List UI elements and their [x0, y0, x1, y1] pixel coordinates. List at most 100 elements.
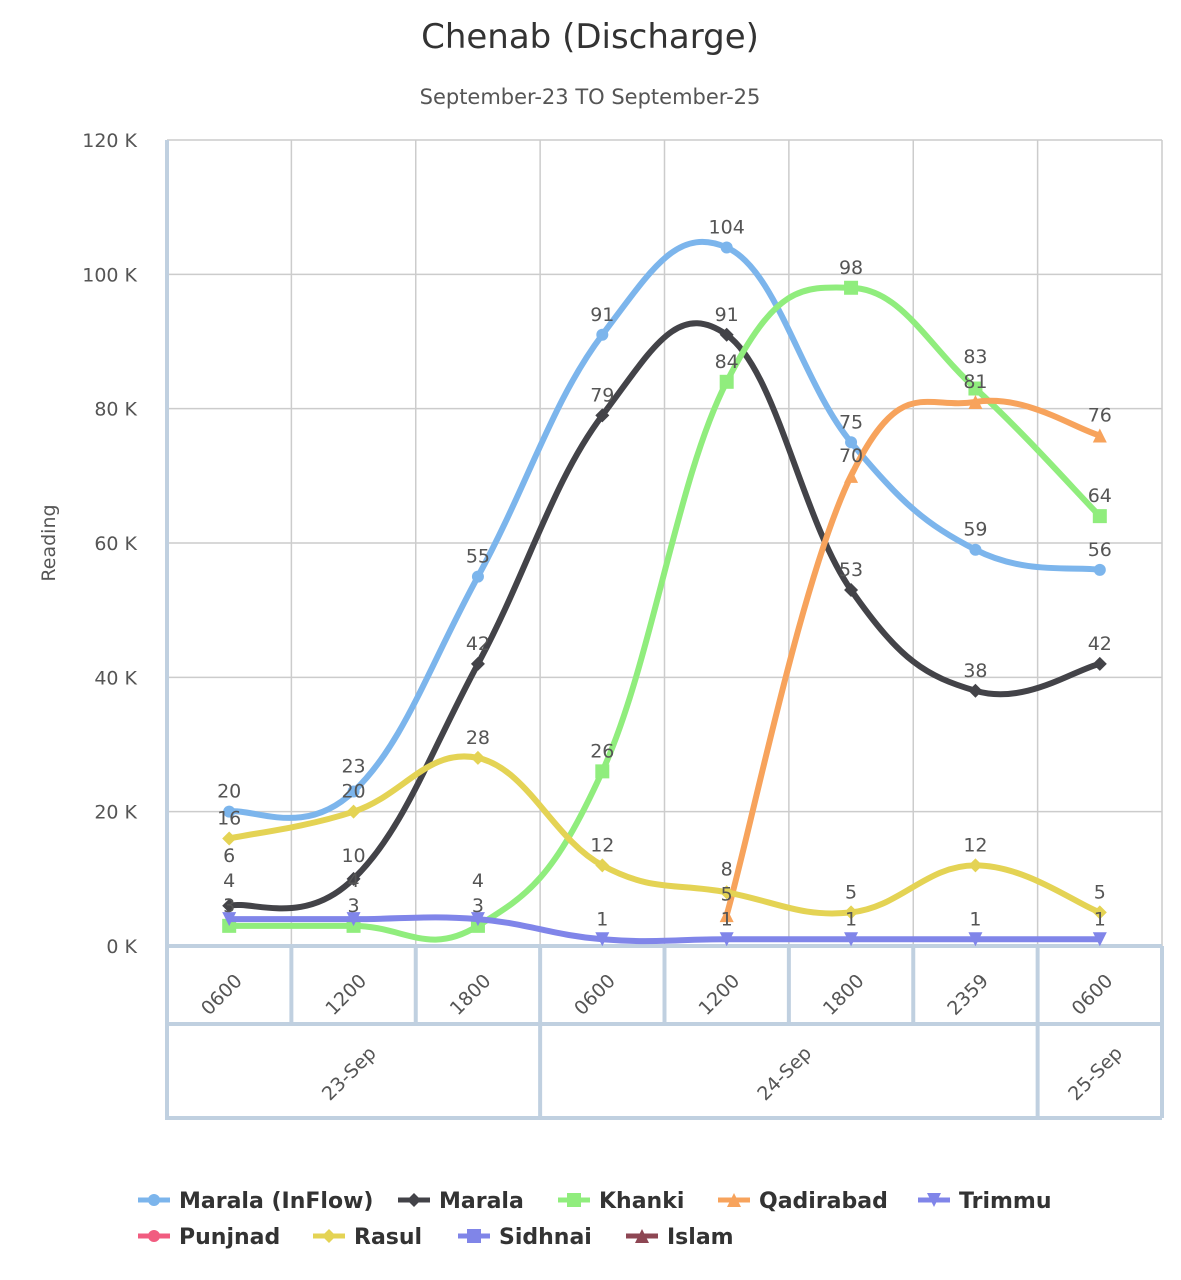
series-line — [226, 239, 1103, 821]
data-label: 5 — [845, 881, 857, 903]
legend-item-trimmu[interactable]: Trimmu — [918, 1189, 1052, 1214]
legend-item-khanki[interactable]: Khanki — [558, 1189, 684, 1214]
chart-title: Chenab (Discharge) — [421, 17, 759, 57]
data-point — [222, 898, 237, 913]
legend-label: Khanki — [599, 1189, 684, 1214]
x-group-label: 24-Sep — [753, 1042, 816, 1105]
legend-item-marala[interactable]: Marala — [398, 1189, 524, 1214]
y-tick-label: 0 K — [106, 936, 137, 958]
data-point — [1092, 932, 1107, 947]
data-labels: 3461620341020233428425511226799115884911… — [217, 216, 1112, 930]
legend-marker-icon — [927, 1193, 941, 1207]
data-point — [470, 750, 485, 765]
data-label: 12 — [590, 834, 614, 856]
legend-item-sidhnai[interactable]: Sidhnai — [458, 1225, 592, 1250]
data-point — [844, 468, 859, 483]
legend-label: Islam — [667, 1225, 734, 1250]
data-point — [844, 932, 859, 947]
data-label: 4 — [223, 870, 235, 892]
data-point — [596, 328, 609, 341]
data-point — [1092, 509, 1107, 524]
data-label: 20 — [217, 781, 241, 803]
x-group-label: 23-Sep — [318, 1042, 381, 1105]
data-label: 6 — [223, 845, 235, 867]
data-label: 1 — [596, 908, 608, 930]
series-line — [226, 320, 1103, 912]
data-point — [595, 764, 610, 779]
data-point — [346, 912, 361, 927]
data-point — [719, 908, 734, 923]
series-line — [723, 397, 1103, 919]
legend-label: Sidhnai — [499, 1225, 592, 1250]
data-point — [1092, 428, 1107, 443]
data-point — [968, 683, 983, 698]
data-label: 70 — [839, 445, 863, 467]
data-point — [1092, 905, 1107, 920]
data-label: 91 — [715, 304, 739, 326]
data-point — [346, 804, 361, 819]
data-label: 75 — [839, 411, 863, 433]
data-label: 55 — [466, 546, 490, 568]
data-label: 1 — [969, 908, 981, 930]
series-line — [226, 753, 1103, 917]
data-point — [719, 885, 734, 900]
data-point — [347, 785, 360, 798]
data-point — [346, 871, 361, 886]
data-label: 20 — [341, 781, 365, 803]
series-qadirabad — [719, 394, 1107, 923]
legend-item-punjnad[interactable]: Punjnad — [138, 1225, 280, 1250]
y-tick-label: 40 K — [94, 667, 137, 689]
x-tick-label: 0600 — [1068, 970, 1118, 1020]
data-label: 83 — [963, 346, 987, 368]
grid — [166, 139, 1163, 947]
data-point — [595, 408, 610, 423]
legend-item-rasul[interactable]: Rasul — [313, 1225, 422, 1250]
legend-item-marala-inflow-[interactable]: Marala (InFlow) — [138, 1189, 373, 1214]
data-point — [968, 381, 983, 396]
data-point — [844, 583, 859, 598]
data-point — [470, 912, 485, 927]
y-axis-label: Reading — [38, 504, 60, 581]
data-point — [968, 394, 983, 409]
series-rasul — [222, 750, 1107, 920]
data-label: 28 — [466, 727, 490, 749]
data-label: 1 — [845, 908, 857, 930]
legend-marker-icon — [148, 1230, 160, 1242]
data-label: 56 — [1088, 539, 1112, 561]
legend-label: Trimmu — [959, 1189, 1052, 1214]
data-point — [719, 374, 734, 389]
legend-label: Rasul — [354, 1225, 422, 1250]
data-label: 5 — [1094, 881, 1106, 903]
x-tick-label: 2359 — [943, 970, 993, 1020]
x-tick-label: 1800 — [446, 970, 496, 1020]
x-tick-label: 0600 — [570, 970, 620, 1020]
data-label: 81 — [963, 371, 987, 393]
legend-label: Qadirabad — [759, 1189, 888, 1214]
legend-item-qadirabad[interactable]: Qadirabad — [718, 1189, 888, 1214]
series-line — [226, 914, 1103, 945]
data-label: 26 — [590, 740, 614, 762]
data-label: 53 — [839, 559, 863, 581]
data-point — [719, 327, 734, 342]
data-point — [844, 905, 859, 920]
data-label: 76 — [1088, 405, 1112, 427]
x-tick-label: 1200 — [694, 970, 744, 1020]
legend-marker-icon — [567, 1193, 581, 1207]
y-axis-ticks: 0 K 20 K 40 K 60 K 80 K 100 K 120 K — [82, 130, 137, 958]
data-point — [719, 932, 734, 947]
data-point — [844, 280, 859, 295]
data-label: 84 — [715, 351, 739, 373]
legend-marker-icon — [727, 1193, 741, 1207]
data-label: 1 — [1094, 908, 1106, 930]
data-label: 23 — [341, 756, 365, 778]
legend-marker-icon — [407, 1193, 421, 1207]
legend-marker-icon — [467, 1229, 481, 1243]
legend-label: Marala (InFlow) — [179, 1189, 373, 1214]
series-group — [222, 239, 1107, 947]
data-point — [471, 570, 484, 583]
data-label: 12 — [963, 834, 987, 856]
data-label: 4 — [472, 870, 484, 892]
x-tick-label: 0600 — [197, 970, 247, 1020]
legend-item-islam[interactable]: Islam — [626, 1225, 734, 1250]
data-label: 98 — [839, 257, 863, 279]
